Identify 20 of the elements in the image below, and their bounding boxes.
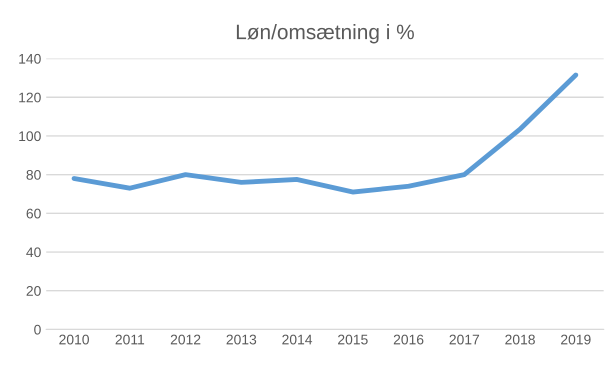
- x-tick-label: 2014: [282, 334, 312, 344]
- x-tick-label: 2010: [59, 334, 89, 344]
- y-tick-label: 80: [26, 170, 41, 180]
- y-tick-label: 20: [26, 286, 41, 296]
- x-tick-label: 2015: [338, 334, 368, 344]
- x-tick-label: 2018: [505, 334, 535, 344]
- x-tick-label: 2012: [170, 334, 200, 344]
- x-tick-label: 2017: [450, 334, 480, 344]
- y-tick-label: 100: [19, 131, 41, 142]
- y-tick-label: 120: [19, 92, 41, 102]
- y-tick-label: 40: [26, 247, 41, 258]
- x-tick-label: 2011: [116, 334, 144, 344]
- x-tick-label: 2013: [226, 334, 256, 344]
- y-tick-label: 140: [19, 54, 41, 64]
- line-series: [72, 72, 578, 194]
- y-tick-label: 60: [26, 208, 41, 218]
- x-tick-label: 2016: [394, 334, 424, 344]
- chart-title: Løn/omsætning i %: [236, 24, 414, 44]
- x-tick-label: 2019: [561, 334, 591, 344]
- y-tick-label: 0: [34, 324, 41, 335]
